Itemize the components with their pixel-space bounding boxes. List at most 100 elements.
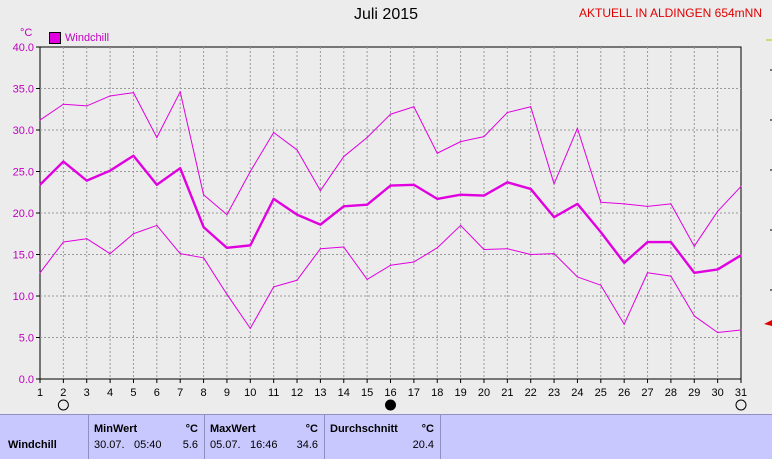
data-point-avg [670,241,672,243]
data-point-max [623,203,625,205]
data-point-avg [109,170,111,172]
data-point-min [670,275,672,277]
y-tick-label: 25.0 [13,167,34,179]
data-point-min [530,253,532,256]
data-point-avg [39,184,41,186]
data-point-max [600,201,602,203]
data-point-max [109,95,111,97]
stats-panel: Windchill MinWert °C 30.07. 05:40 5.6 Ma… [0,414,772,459]
data-point-max [740,185,742,188]
avg-unit: °C [421,423,434,435]
data-point-avg [717,268,719,271]
data-point-min [623,323,625,325]
station-label: AKTUELL IN ALDINGEN 654mNN [579,6,762,20]
data-point-min [576,276,579,278]
data-point-max [460,141,462,143]
right-side-strip [762,30,772,410]
stats-row-label: Windchill [8,439,57,451]
data-point-avg [576,203,579,205]
legend-swatch [49,32,61,44]
data-point-max [506,111,508,114]
data-point-min [506,248,508,250]
data-point-max [319,189,321,192]
data-point-avg [553,216,555,218]
x-tick-label: 24 [571,387,583,399]
data-point-avg [506,181,508,183]
data-point-avg [740,254,742,256]
data-point-avg [226,247,228,249]
data-point-max [179,91,181,93]
max-time: 16:46 [250,439,278,451]
data-point-max [343,155,345,158]
legend-label: Windchill [65,32,110,44]
data-point-max [202,194,205,196]
data-point-max [436,152,438,154]
data-point-avg [343,205,345,207]
data-point-min [389,264,392,266]
y-tick-label: 10.0 [13,291,34,303]
x-tick-label: 7 [177,387,183,399]
min-value: 5.6 [182,439,198,451]
data-point-min [693,315,695,317]
x-tick-label: 14 [338,387,350,399]
data-point-min [319,248,321,250]
data-point-min [600,284,602,286]
data-point-min [62,241,64,243]
data-point-max [132,92,135,94]
x-tick-label: 9 [224,387,230,399]
max-value: 34.6 [296,439,318,451]
min-unit: °C [185,423,198,435]
x-tick-label: 19 [454,387,466,399]
data-point-max [389,113,392,115]
y-unit-label: °C [20,27,33,39]
x-tick-label: 25 [595,387,607,399]
y-tick-label: 30.0 [13,125,34,137]
x-tick-label: 8 [201,387,207,399]
data-point-min [156,224,158,227]
y-tick-label: 0.0 [19,374,34,386]
data-point-max [693,245,695,247]
data-point-min [39,272,41,274]
moon-phase-new [385,399,396,411]
x-tick-label: 30 [712,387,724,399]
data-point-max [226,214,228,216]
data-point-avg [530,188,532,190]
data-point-avg [249,244,251,246]
y-tick-label: 15.0 [13,250,34,262]
data-point-min [460,224,462,227]
data-point-max [483,136,485,138]
data-point-min [717,331,719,334]
data-point-avg [600,231,602,233]
data-point-avg [273,198,275,200]
data-point-min [249,327,251,329]
data-point-max [249,170,251,173]
x-tick-label: 18 [431,387,443,399]
data-point-min [343,246,345,248]
data-point-min [436,247,438,249]
avg-value: 20.4 [412,439,434,451]
data-point-min [226,293,228,295]
x-tick-label: 12 [291,387,303,399]
x-tick-label: 20 [478,387,490,399]
data-point-avg [156,184,158,186]
x-tick-label: 13 [314,387,326,399]
x-tick-label: 16 [384,387,396,399]
x-tick-label: 5 [130,387,136,399]
data-point-min [132,233,135,235]
data-point-max [86,105,88,107]
data-point-max [39,119,41,121]
data-point-avg [319,224,321,226]
data-point-avg [86,180,88,182]
data-point-avg [460,194,462,196]
data-point-max [62,103,64,105]
data-point-avg [413,184,415,186]
x-tick-label: 28 [665,387,677,399]
side-markers [764,39,772,326]
x-tick-label: 3 [84,387,90,399]
x-tick-label: 26 [618,387,630,399]
x-tick-label: 15 [361,387,373,399]
stats-label-cell: Windchill [0,415,89,459]
x-tick-label: 11 [268,387,279,399]
data-point-min [273,286,275,288]
max-header: MaxWert [210,423,256,435]
